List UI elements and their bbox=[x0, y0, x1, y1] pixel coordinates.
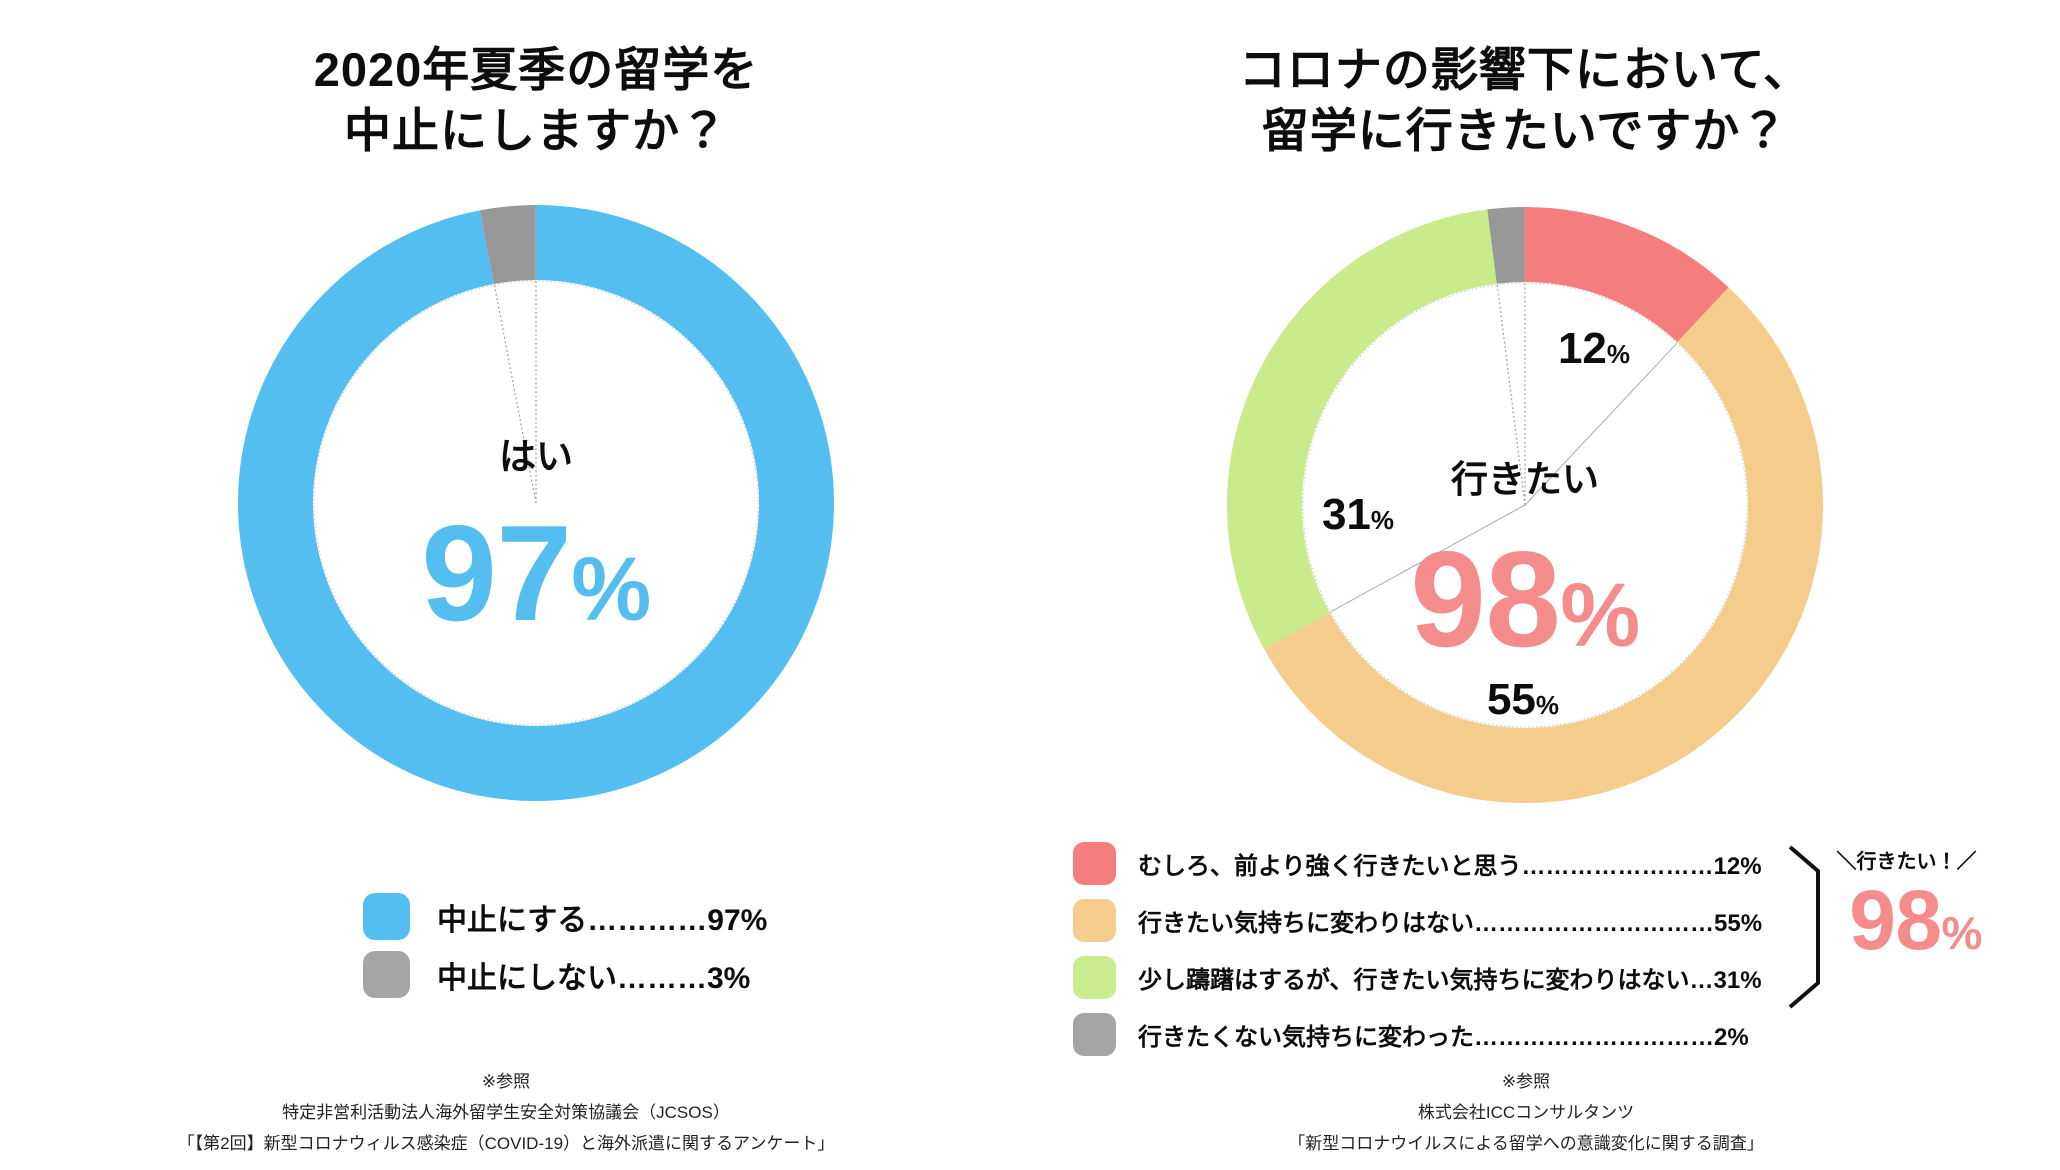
footnote-line: ※参照 bbox=[1501, 1072, 1551, 1091]
legend-label: 行きたくない気持ちに変わった…………………………2% bbox=[1138, 1024, 1749, 1051]
legend-right: むしろ、前より強く行きたいと思う……………………12% 行きたい気持ちに変わりは… bbox=[1073, 842, 1762, 1056]
slice-label-number: 12 bbox=[1557, 324, 1607, 373]
callout-value-number: 98 bbox=[1849, 873, 1942, 967]
brace-bracket bbox=[1788, 845, 1820, 1009]
legend-label: 中止にする…………97% bbox=[437, 903, 768, 937]
legend-swatch bbox=[363, 951, 410, 998]
callout-value: 98% bbox=[1813, 872, 2018, 969]
percent-sign: % bbox=[1560, 566, 1640, 666]
footnote-left: ※参照 特定非営利活動法人海外留学生安全対策協議会（JCSOS） 「【第2回】新… bbox=[0, 1066, 1012, 1159]
leader-line bbox=[1524, 342, 1678, 506]
inner-edge-dotted-circle bbox=[313, 280, 759, 726]
donut-chart-left: はい 97% bbox=[226, 193, 846, 813]
chart-title-line: 留学に行きたいですか？ bbox=[1261, 104, 1789, 158]
donut-segment bbox=[1227, 207, 1823, 803]
footnote-line: 「【第2回】新型コロナウィルス感染症（COVID-19）と海外派遣に関するアンケ… bbox=[177, 1134, 835, 1153]
center-value: 97% bbox=[421, 495, 651, 651]
slice-label: 31% bbox=[1322, 490, 1394, 540]
chart-title: 2020年夏季の留学を 中止にしますか？ bbox=[36, 39, 1036, 161]
callout-text: ＼行きたい！／ bbox=[1836, 851, 1977, 873]
donut-segment bbox=[1227, 207, 1823, 803]
center-value: 98% bbox=[1410, 521, 1640, 677]
donut-segment bbox=[238, 205, 834, 801]
legend-label: むしろ、前より強く行きたいと思う……………………12% bbox=[1138, 853, 1762, 880]
footnote-line: 「新型コロナウイルスによる留学への意識変化に関する調査」 bbox=[1288, 1134, 1764, 1153]
leader-line bbox=[1496, 284, 1526, 506]
slice-label: 12% bbox=[1558, 324, 1630, 374]
footnote-line: 株式会社ICCコンサルタンツ bbox=[1417, 1103, 1635, 1122]
legend-swatch bbox=[363, 893, 410, 940]
legend-item: 行きたくない気持ちに変わった…………………………2% bbox=[1073, 1013, 1762, 1056]
chart-title: コロナの影響下において、 留学に行きたいですか？ bbox=[1025, 39, 2025, 161]
donut-segment bbox=[1227, 207, 1823, 803]
legend-swatch bbox=[1073, 1013, 1116, 1056]
legend-swatch bbox=[1073, 842, 1116, 885]
chart-title-line: 2020年夏季の留学を bbox=[313, 43, 759, 97]
percent-sign: % bbox=[1535, 690, 1560, 720]
slice-label: 55% bbox=[1487, 675, 1559, 725]
center-label: はい bbox=[499, 436, 573, 477]
percent-sign: % bbox=[1606, 339, 1631, 369]
slice-label-number: 55 bbox=[1486, 675, 1536, 724]
donut-chart-svg bbox=[1227, 207, 1823, 803]
percent-sign: % bbox=[571, 540, 651, 640]
center-value-number: 97 bbox=[421, 497, 572, 649]
percent-sign: % bbox=[1941, 907, 1982, 959]
legend-item: 少し躊躇はするが、行きたい気持ちに変わりはない…31% bbox=[1073, 956, 1762, 999]
chart-title-line: コロナの影響下において、 bbox=[1238, 43, 1812, 97]
footnote-line: 特定非営利活動法人海外留学生安全対策協議会（JCSOS） bbox=[282, 1103, 730, 1122]
inner-edge-dotted-circle bbox=[1302, 282, 1748, 728]
footnote-right: ※参照 株式会社ICCコンサルタンツ 「新型コロナウイルスによる留学への意識変化… bbox=[1020, 1066, 2032, 1159]
legend-item: むしろ、前より強く行きたいと思う……………………12% bbox=[1073, 842, 1762, 885]
legend-item: 中止にしない………3% bbox=[363, 951, 767, 998]
legend-label: 中止にしない………3% bbox=[437, 961, 751, 995]
leader-line bbox=[1330, 504, 1526, 613]
legend-swatch bbox=[1073, 956, 1116, 999]
footnote-line: ※参照 bbox=[481, 1072, 531, 1091]
legend-left: 中止にする…………97% 中止にしない………3% bbox=[363, 893, 767, 998]
legend-label: 少し躊躇はするが、行きたい気持ちに変わりはない…31% bbox=[1138, 967, 1762, 994]
slice-label-number: 31 bbox=[1321, 490, 1371, 539]
center-value-number: 98 bbox=[1410, 523, 1561, 675]
percent-sign: % bbox=[1370, 505, 1395, 535]
donut-chart-svg bbox=[238, 205, 834, 801]
legend-item: 中止にする…………97% bbox=[363, 893, 767, 940]
legend-item: 行きたい気持ちに変わりはない…………………………55% bbox=[1073, 899, 1762, 942]
chart-title-line: 中止にしますか？ bbox=[344, 104, 728, 158]
leader-line bbox=[493, 284, 537, 504]
donut-chart-right: 行きたい 98% 12% 31% 55% bbox=[1215, 195, 1835, 815]
legend-swatch bbox=[1073, 899, 1116, 942]
legend-label: 行きたい気持ちに変わりはない…………………………55% bbox=[1138, 910, 1763, 937]
center-label: 行きたい bbox=[1451, 459, 1599, 500]
